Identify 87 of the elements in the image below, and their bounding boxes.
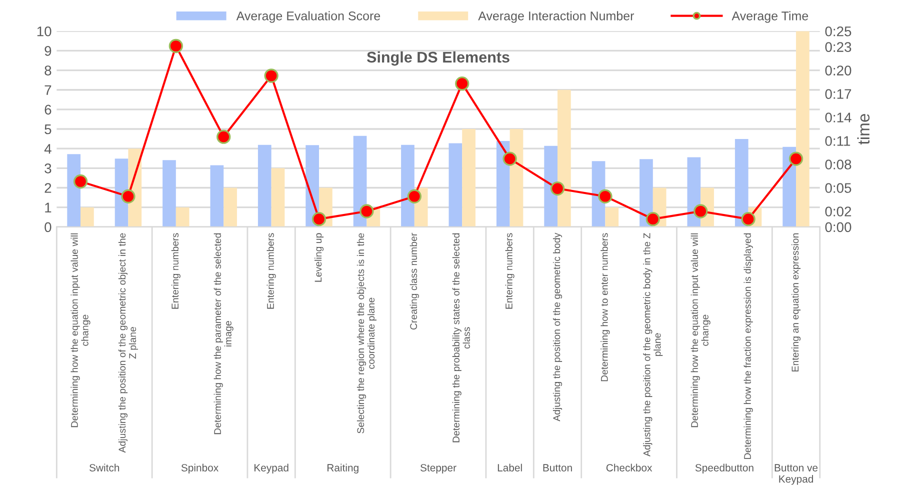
x-tick-label: Entering numbers [171,233,180,309]
text: Checkbox [606,464,652,472]
bar [448,143,462,227]
x-tick-label: Entering an equation expression [791,233,801,372]
bar [67,154,81,227]
y-tick-label: 6 [44,104,52,115]
bar [224,188,237,227]
bar [544,146,558,227]
point [455,76,470,91]
point [502,152,517,166]
y-tick-label: 0 [44,222,52,232]
bar [782,146,796,227]
x-tick-label: Determining how the fraction expression is displayed [744,233,753,459]
text: Keypad [254,464,288,474]
y2-axis-title: time [857,114,870,145]
y2-tick-label: 0:11 [825,136,850,146]
point [407,189,422,204]
bar [496,140,510,227]
bar [796,31,810,227]
text: Speedbutton [695,464,754,474]
x-tick-label: Adjusting the position of the geometric body in the Z plane [643,233,663,456]
y2-tick-label: 0:05 [825,183,852,193]
x-tick-label: Determining how the parameter of the selected image [214,233,234,434]
bar [176,207,190,227]
text: Label [498,464,522,472]
point [168,38,183,54]
y2-tick-label: 0:23 [825,42,852,52]
x-tick-label: Adjusting the position of the geometric object in the Z plane [118,233,138,453]
bar [401,144,414,227]
bar [258,144,272,227]
text: Button ve Keypad [774,464,818,485]
point [216,130,231,144]
y-tick-label: 4 [44,144,52,154]
y2-tick-label: 0:02 [825,206,852,216]
point [646,212,660,226]
y2-tick-label: 0:00 [825,222,852,232]
x-tick-label: Creating class number [410,232,419,330]
y-tick-label: 1 [45,202,52,212]
x-tick-label: Leveling up [314,233,324,282]
y2-tick-label: 0:17 [825,89,852,99]
point [264,68,278,83]
x-tick-label: Determining the probability states of the selected class [452,233,470,442]
y-tick-label: 2 [44,183,52,193]
x-tick-label: Determining how to enter numbers [600,233,610,382]
text: Spinbox [181,464,218,474]
x-tick-label: Adjusting the position of the geometric body [552,232,562,422]
point [741,212,756,226]
y-tick-label: 10 [37,26,52,36]
y-tick-label: 3 [44,164,52,174]
point [73,174,88,189]
y-tick-label: 9 [44,46,52,56]
text: Button [543,464,572,472]
point [598,189,612,204]
point [694,204,708,218]
bar [462,129,476,227]
y-tick-label: 7 [44,85,52,95]
x-tick-label: Determining how the equation input value will change [70,233,90,428]
y-tick-label: 8 [44,66,52,76]
x-tick-label: Entering numbers [266,233,276,309]
y2-tick-label: 0:25 [825,26,852,36]
bar [162,160,176,227]
legend-label: Average Time [732,11,808,23]
bar [605,207,619,227]
legend-label: Average Interaction Number [478,11,634,23]
bar [510,129,524,227]
x-tick-label: Selecting the region where the objects is in the coordinate plane [356,233,376,434]
x-tick-label: Entering numbers [505,233,514,309]
legend-label: Average Evaluation Score [236,11,380,23]
point [360,204,374,218]
bar [271,168,285,227]
text: Stepper [420,464,456,474]
bar [734,139,748,227]
text: Single DS Elements [366,51,510,66]
text: Switch [90,464,120,472]
x-tick-label: Determining how the equation input value will change [690,233,710,428]
y2-tick-label: 0:20 [825,66,852,76]
bar [558,90,571,227]
y2-tick-label: 0:14 [825,112,852,122]
y-tick-label: 5 [44,124,52,134]
point [788,152,804,166]
point [312,212,326,226]
bar [210,165,224,227]
bar [80,207,94,227]
point [550,181,565,196]
point [121,189,136,204]
y2-tick-label: 0:08 [825,160,852,170]
text: Raiting [328,464,358,474]
